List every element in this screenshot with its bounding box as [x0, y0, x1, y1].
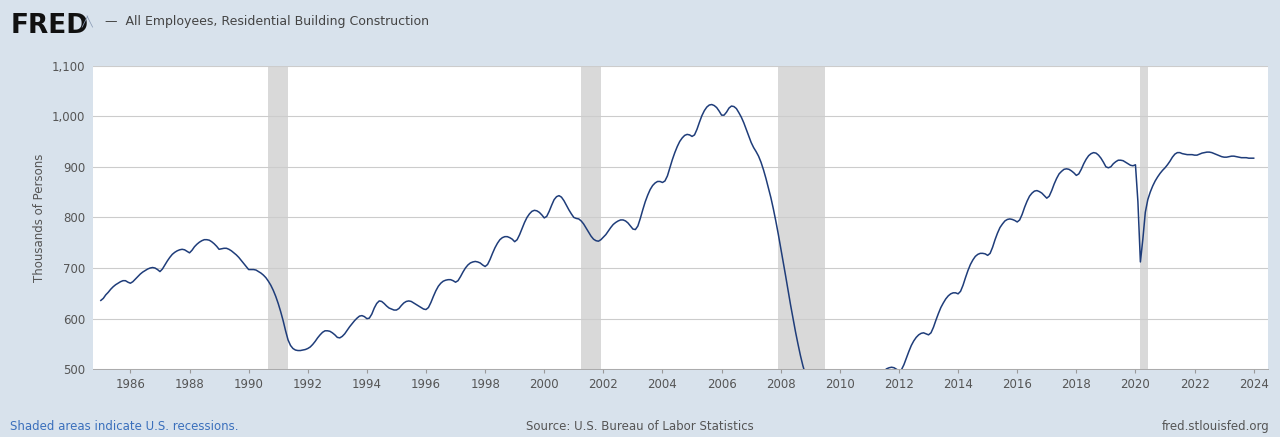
- Text: Source: U.S. Bureau of Labor Statistics: Source: U.S. Bureau of Labor Statistics: [526, 420, 754, 433]
- Text: FRED: FRED: [10, 13, 88, 39]
- Bar: [778, 66, 826, 369]
- Text: —  All Employees, Residential Building Construction: — All Employees, Residential Building Co…: [105, 15, 429, 28]
- Text: ╱╲: ╱╲: [82, 15, 93, 27]
- Bar: [269, 66, 288, 369]
- Y-axis label: Thousands of Persons: Thousands of Persons: [33, 153, 46, 281]
- Bar: [1140, 66, 1148, 369]
- Text: fred.stlouisfed.org: fred.stlouisfed.org: [1162, 420, 1270, 433]
- Bar: [581, 66, 600, 369]
- Text: Shaded areas indicate U.S. recessions.: Shaded areas indicate U.S. recessions.: [10, 420, 239, 433]
